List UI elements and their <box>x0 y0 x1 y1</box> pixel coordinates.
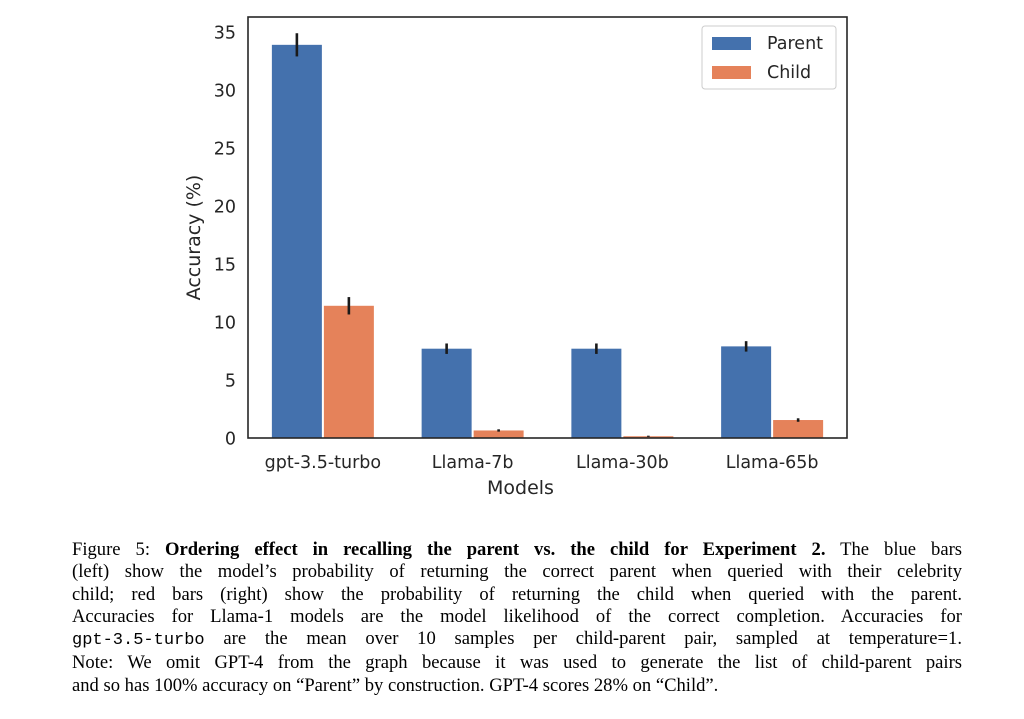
legend-label-parent: Parent <box>767 34 823 54</box>
bar-child-llama-65b <box>773 420 824 438</box>
y-tick-label: 15 <box>214 256 236 276</box>
error-bars-layer <box>295 33 800 437</box>
bar-child-gpt-3.5-turbo <box>323 305 374 438</box>
x-tick-label: Llama-65b <box>726 453 819 473</box>
caption-line-7: and so has 100% accuracy on “Parent” by … <box>72 674 719 696</box>
figure-caption: Figure 5: Ordering effect in recalling t… <box>72 539 962 697</box>
bar-parent-llama-7b <box>421 348 472 438</box>
plot-frame <box>247 16 848 439</box>
y-tick-label: 20 <box>214 198 236 218</box>
bar-child-llama-7b <box>473 430 524 438</box>
figure-label: Figure 5: <box>72 539 150 560</box>
caption-line-5: gpt-3.5-turbo are the mean over 10 sampl… <box>72 628 962 652</box>
x-axis-label: Models <box>487 477 554 499</box>
y-axis-ticks: 0 5 10 15 20 25 30 35 <box>214 24 236 450</box>
caption-line-1: Figure 5: Ordering effect in recalling t… <box>72 539 962 561</box>
bar-child-llama-30b <box>623 436 674 438</box>
caption-text: The blue bars <box>825 539 962 560</box>
y-tick-label: 0 <box>225 430 236 450</box>
bar-parent-llama-65b <box>721 346 772 438</box>
caption-line-2: (left) show the model’s probability of r… <box>72 561 962 583</box>
caption-code: gpt-3.5-turbo <box>72 631 205 651</box>
bars-layer <box>271 44 824 438</box>
caption-line-4: Accuracies for Llama-1 models are the mo… <box>72 605 962 627</box>
caption-text: are the mean over 10 samples per child-p… <box>204 628 962 650</box>
legend: Parent Child <box>701 25 837 90</box>
y-axis-label: Accuracy (%) <box>183 175 205 301</box>
legend-swatch-parent <box>712 37 751 50</box>
caption-line-3: child; red bars (right) show the probabi… <box>72 583 962 605</box>
x-tick-label: Llama-7b <box>432 453 514 473</box>
y-tick-label: 30 <box>214 82 236 102</box>
bar-parent-gpt-3.5-turbo <box>271 44 322 438</box>
x-tick-label: gpt-3.5-turbo <box>265 453 382 473</box>
caption-line-6: Note: We omit GPT-4 from the graph becau… <box>72 652 962 674</box>
y-tick-label: 25 <box>214 140 236 160</box>
y-tick-label: 10 <box>214 314 236 334</box>
y-tick-label: 5 <box>225 372 236 392</box>
bar-parent-llama-30b <box>571 348 622 438</box>
x-tick-label: Llama-30b <box>576 453 669 473</box>
legend-swatch-child <box>712 66 751 79</box>
bar-chart: 0 5 10 15 20 25 30 35 gpt-3.5-turbo Llama-7b Llam… <box>183 16 848 499</box>
y-tick-label: 35 <box>214 24 236 44</box>
legend-label-child: Child <box>767 63 811 83</box>
caption-bold-title: Ordering effect in recalling the parent … <box>164 539 826 560</box>
x-axis-ticks: gpt-3.5-turbo Llama-7b Llama-30b Llama-65b <box>265 453 819 473</box>
